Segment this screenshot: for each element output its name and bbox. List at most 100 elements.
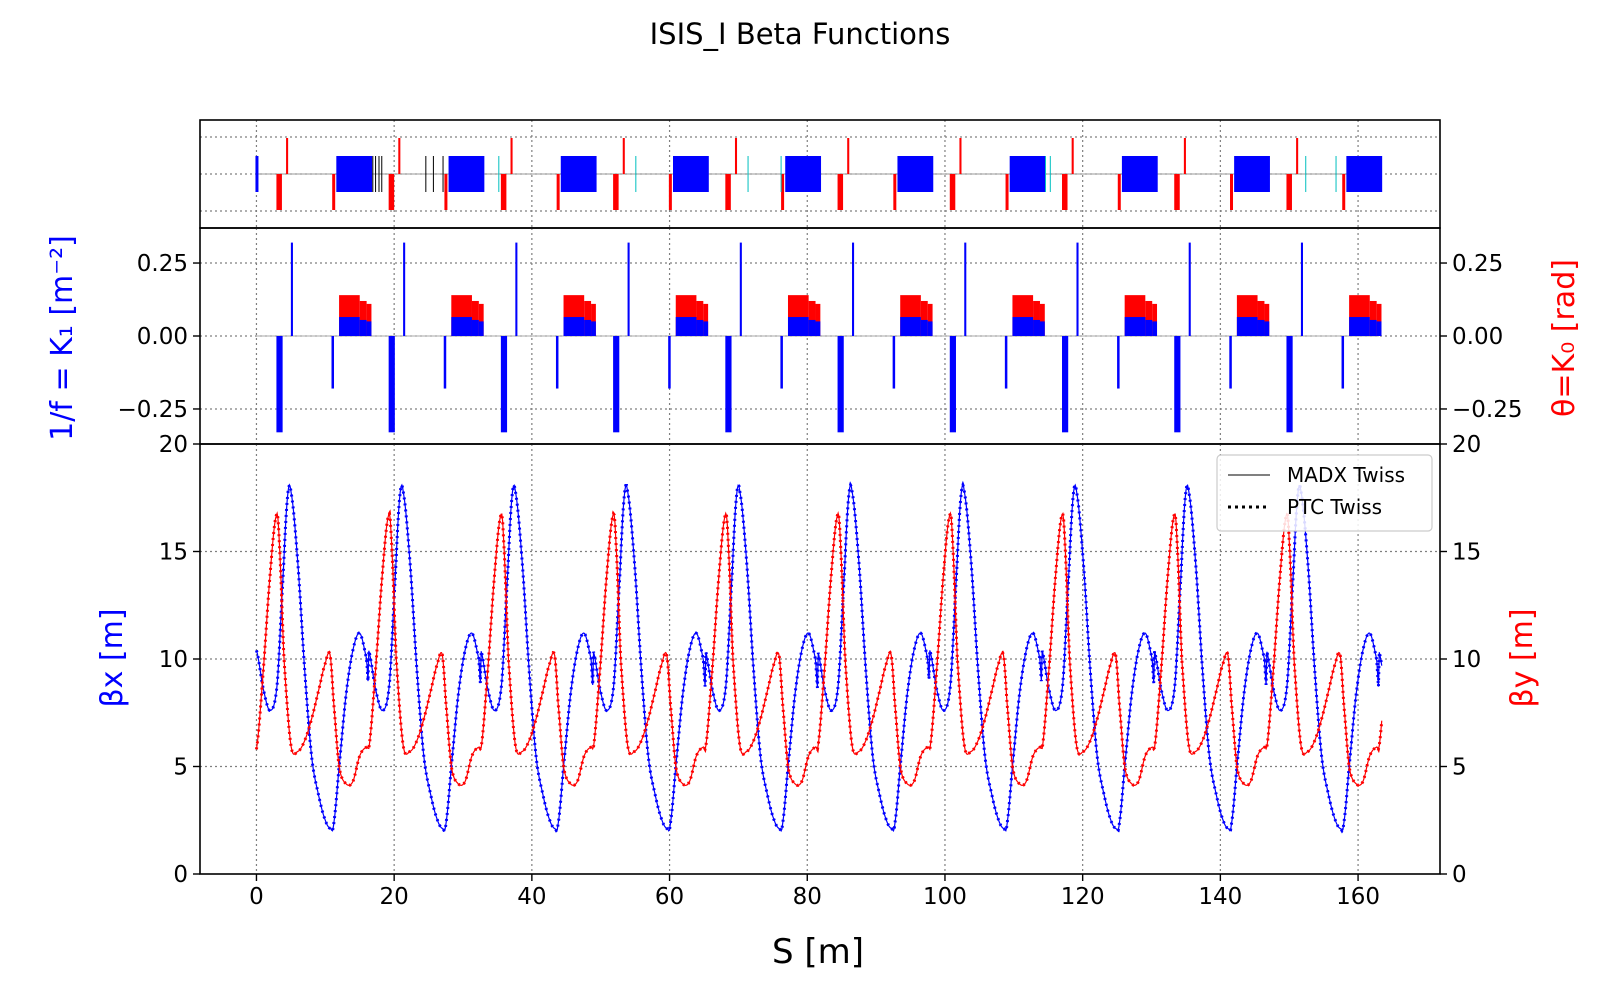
strength-k1-focus-bar <box>515 242 518 336</box>
strength-k0-bar <box>366 303 372 336</box>
strength-dipole-k1-bar <box>1039 321 1045 336</box>
lattice-quad-d2 <box>332 174 336 210</box>
beta-ytick-label-left: 10 <box>159 647 188 673</box>
strength-k1-thin-bar <box>331 336 335 389</box>
strength-dipole-k1-bar <box>703 321 709 336</box>
lattice-quad-d <box>1062 174 1068 210</box>
strength-ticks: 0.25 0.25 0.00 0.00 −0.25 −0.25 <box>118 251 1523 423</box>
strength-k0-bar <box>1264 303 1270 336</box>
strength-bars <box>256 242 1382 433</box>
strength-k1-defocus-bar <box>388 336 395 433</box>
legend-ptc-label: PTC Twiss <box>1287 495 1382 519</box>
strength-k0-bar <box>471 300 479 336</box>
lattice-quad-d2 <box>556 174 560 210</box>
strength-ylabel-right: θ=K₀ [rad] <box>1547 259 1582 417</box>
strength-k1-focus-bar <box>964 242 967 336</box>
x-tick-label: 40 <box>517 884 546 910</box>
beta-lines <box>254 480 1384 834</box>
strength-k1-thin-bar <box>668 336 671 389</box>
strength-k0-bar <box>1152 303 1158 336</box>
beta-ytick-label-right: 0 <box>1452 862 1467 888</box>
strength-ytick-label-left: 0.25 <box>137 251 188 277</box>
strength-k1-focus-bar <box>403 242 406 336</box>
strength-k0-bar <box>1033 300 1040 336</box>
lattice-quad-d2 <box>1117 174 1121 210</box>
lattice-start-marker <box>255 156 259 192</box>
beta-ytick-label-right: 15 <box>1452 540 1481 566</box>
strength-k0-bar <box>359 300 367 336</box>
strength-k1-defocus-bar <box>500 336 508 433</box>
strength-ytick-label-left: 0.00 <box>137 324 188 350</box>
strength-k1-thin-bar <box>1004 336 1008 389</box>
legend-box <box>1216 454 1433 532</box>
strength-k0-bar <box>584 300 592 336</box>
beta-ytick-label-left: 5 <box>173 755 188 781</box>
strength-dipole-k1-bar <box>815 321 821 336</box>
strength-k1-focus-bar <box>1300 242 1303 336</box>
lattice-quad-d2 <box>781 174 785 210</box>
beta-ytick-label-right: 5 <box>1452 755 1467 781</box>
lattice-quad-d <box>1286 174 1292 210</box>
strength-dipole-k1-bar <box>1152 321 1158 336</box>
strength-k1-defocus-bar <box>837 336 844 433</box>
strength-dipole-k1-bar <box>808 319 816 336</box>
strength-dipole-k1-bar <box>1236 317 1258 336</box>
lattice-dipole <box>1009 156 1046 192</box>
beta-ytick-label-right: 10 <box>1452 647 1481 673</box>
strength-k1-defocus-bar <box>1286 336 1293 433</box>
strength-k1-defocus-bar <box>949 336 956 433</box>
lattice-quad-d <box>276 174 282 210</box>
lattice-quad-f <box>1071 138 1074 174</box>
strength-k0-bar <box>808 300 816 336</box>
strength-panel: 0.25 0.25 0.00 0.00 −0.25 −0.25 1/f = K₁ [m⁻²… <box>45 227 1582 445</box>
strength-dipole-k1-bar <box>1349 317 1370 336</box>
strength-k1-thin-bar <box>443 336 447 389</box>
x-tick-label: 140 <box>1198 884 1242 910</box>
strength-dipole-k1-bar <box>1264 321 1270 336</box>
strength-dipole-k1-bar <box>696 319 704 336</box>
strength-k0-bar <box>815 303 821 336</box>
lattice-quad-d2 <box>1230 174 1234 210</box>
strength-k0-bar <box>927 303 933 336</box>
strength-dipole-k1-bar <box>1012 317 1034 336</box>
lattice-quad-f <box>1183 138 1186 174</box>
lattice-quad-d <box>837 174 844 210</box>
strength-dipole-k1-bar <box>927 321 933 336</box>
lattice-dipole <box>560 156 597 192</box>
lattice-quad-f <box>286 138 289 174</box>
lattice-dipole <box>1121 156 1158 192</box>
lattice-quad-d <box>500 174 507 210</box>
beta-panel: 0 20 40 60 80 100 120 140 160 0 0 5 5 10 10 15 15 20 20 βx… <box>95 432 1540 972</box>
strength-k0-bar <box>1369 300 1377 336</box>
legend-madx-label: MADX Twiss <box>1287 463 1405 487</box>
beta-grid <box>200 444 1440 874</box>
strength-ytick-label-right: −0.25 <box>1452 397 1522 423</box>
strength-k0-bar <box>1145 300 1153 336</box>
strength-k1-focus-bar <box>1076 242 1079 336</box>
strength-k1-defocus-bar <box>725 336 732 433</box>
strength-k0-bar <box>1257 300 1265 336</box>
strength-k1-defocus-bar <box>1062 336 1069 433</box>
beta-ytick-label-right: 20 <box>1452 432 1481 458</box>
beta-series-line-ptc <box>255 480 1384 834</box>
strength-dipole-k1-bar <box>471 319 479 336</box>
lattice-dipole <box>785 156 822 192</box>
lattice-elements <box>255 138 1383 210</box>
strength-k1-focus-bar <box>852 242 855 336</box>
strength-k1-thin-bar <box>555 336 559 389</box>
strength-dipole-k1-bar <box>1145 319 1153 336</box>
x-tick-label: 20 <box>380 884 409 910</box>
strength-k1-defocus-bar <box>1174 336 1181 433</box>
lattice-quad-d2 <box>668 174 672 210</box>
lattice-quad-d <box>613 174 619 210</box>
lattice-quad-d2 <box>444 174 448 210</box>
x-tick-label: 160 <box>1336 884 1380 910</box>
lattice-dipole <box>673 156 709 192</box>
strength-k0-bar <box>920 300 928 336</box>
strength-dipole-k1-bar <box>900 317 921 336</box>
x-tick-label: 100 <box>923 884 967 910</box>
beta-ylabel-right: βy [m] <box>1505 608 1540 707</box>
strength-dipole-k1-bar <box>1376 321 1382 336</box>
x-tick-label: 60 <box>655 884 684 910</box>
